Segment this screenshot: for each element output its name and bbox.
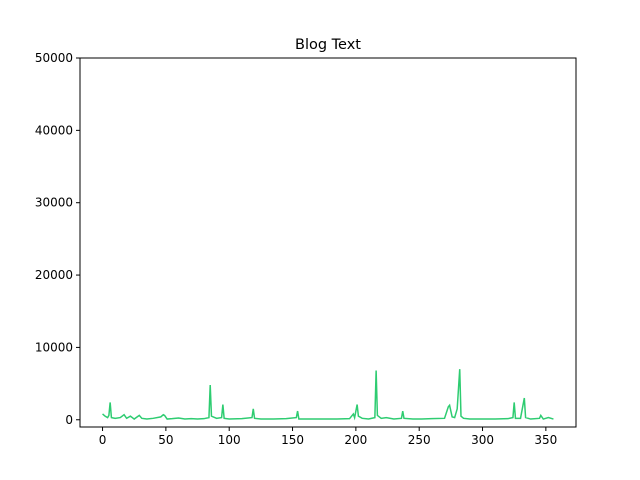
x-tick-label: 250 — [408, 433, 431, 447]
y-tick-label: 40000 — [35, 123, 73, 137]
chart-title: Blog Text — [295, 37, 361, 53]
x-tick-label: 100 — [218, 433, 241, 447]
plot-frame — [79, 57, 577, 428]
data-line — [102, 369, 554, 421]
x-tick-label: 0 — [99, 433, 107, 447]
y-tick-label: 20000 — [35, 268, 73, 282]
y-tick-label: 30000 — [35, 196, 73, 210]
y-tick-label: 50000 — [35, 51, 73, 65]
x-tick-label: 150 — [281, 433, 304, 447]
y-tick-label: 0 — [65, 413, 73, 427]
y-tick-label: 10000 — [35, 340, 73, 354]
x-tick-label: 300 — [471, 433, 494, 447]
x-tick-label: 50 — [158, 433, 173, 447]
x-tick-label: 350 — [534, 433, 557, 447]
x-tick-label: 200 — [344, 433, 367, 447]
